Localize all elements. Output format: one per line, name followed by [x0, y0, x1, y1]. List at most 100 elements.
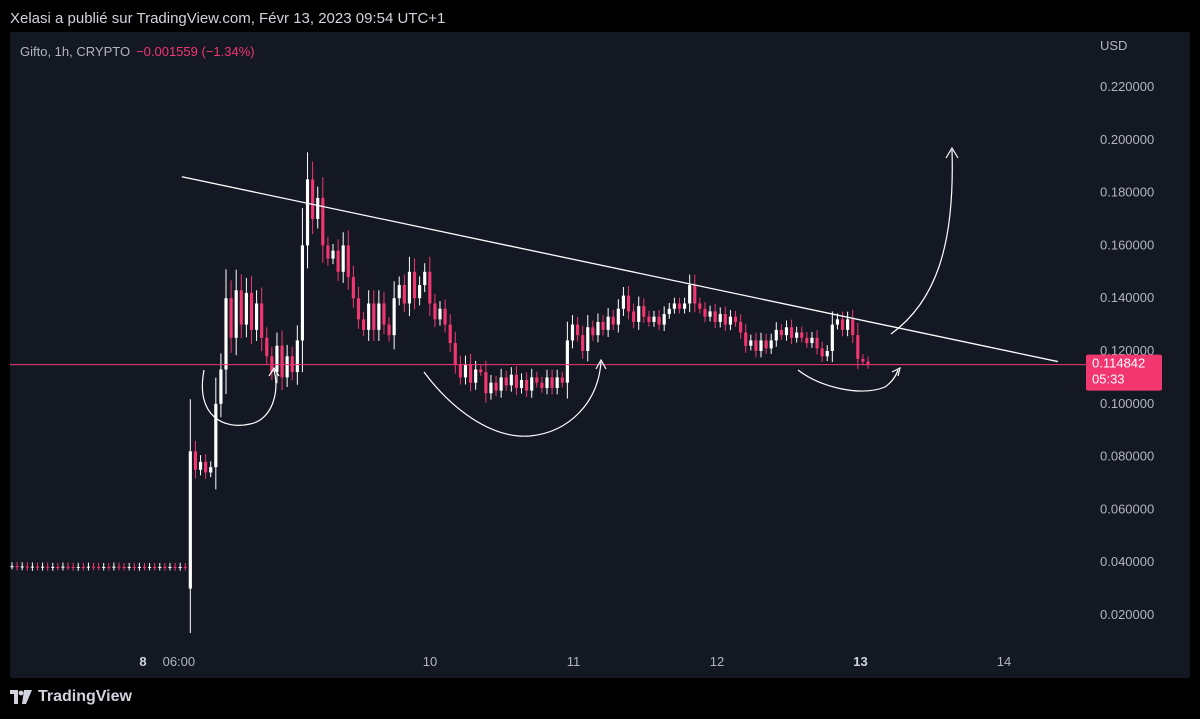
candle-body [484, 372, 488, 394]
time-tick-label: 13 [853, 654, 867, 669]
candle-body [504, 377, 508, 386]
candle-body [555, 377, 559, 388]
candle-body [662, 314, 666, 325]
candle-body [749, 340, 753, 346]
candle-body [102, 566, 106, 568]
candle-body [657, 316, 661, 325]
candle-body [76, 566, 80, 568]
candle-body [204, 461, 208, 473]
candle-body [158, 566, 162, 568]
candle-body [499, 377, 503, 391]
candle-body [718, 314, 722, 322]
candle-body [285, 356, 289, 378]
footer-brand[interactable]: TradingView [10, 688, 132, 706]
arc-arrow-3 [797, 369, 899, 392]
candle-body [632, 311, 636, 322]
candle-body [846, 319, 850, 330]
candle-body [703, 308, 707, 317]
candle-body [693, 285, 697, 304]
candle-body [830, 324, 834, 351]
candle-body [71, 566, 75, 568]
candle-body [117, 566, 121, 568]
candle-body [198, 461, 203, 470]
time-tick-label: 06:00 [163, 654, 196, 669]
candle-body [433, 303, 437, 320]
candle-body [305, 179, 310, 246]
candle-body [586, 327, 590, 351]
price-tick-label: 0.200000 [1100, 132, 1154, 147]
candle-body [637, 306, 641, 322]
candle-body [530, 377, 534, 391]
candle-body [97, 566, 101, 568]
candle-body [453, 343, 457, 365]
annotations-group [10, 146, 1086, 437]
candle-body [356, 298, 361, 320]
price-chart[interactable]: 0.020000 0.040000 0.060000 0.080000 0.100000… [10, 32, 1190, 678]
price-tick-label: 0.040000 [1100, 554, 1154, 569]
candle-body [438, 308, 442, 320]
price-axis[interactable]: 0.020000 0.040000 0.060000 0.080000 0.100000… [1100, 79, 1154, 622]
candle-body [458, 364, 462, 378]
candle-body [474, 369, 478, 383]
chart-panel[interactable]: 0.020000 0.040000 0.060000 0.080000 0.100000… [10, 32, 1190, 678]
candle-body [820, 348, 824, 357]
candle-body [46, 566, 50, 568]
candle-body [351, 277, 355, 299]
candle-body [514, 374, 519, 388]
candle-body [361, 319, 366, 330]
candle-body [51, 566, 55, 568]
candle-body [423, 271, 427, 285]
arc-arrow-2 [423, 361, 602, 437]
candle-body [137, 566, 141, 568]
price-tick-label: 0.100000 [1100, 396, 1154, 411]
price-tick-label: 0.120000 [1100, 343, 1154, 358]
candle-body [407, 271, 412, 304]
candle-body [754, 340, 758, 351]
candle-body [596, 321, 600, 336]
candle-body [20, 566, 24, 568]
candle-body [688, 285, 692, 304]
time-tick-label: 10 [423, 654, 437, 669]
candle-body [723, 314, 727, 325]
time-axis[interactable]: 8 06:00 10 11 12 13 14 [139, 654, 1011, 669]
currency-label: USD [1100, 38, 1127, 53]
arrow-head-4 [945, 146, 959, 159]
candle-body [402, 285, 406, 304]
candle-body [300, 245, 305, 341]
candle-body [132, 566, 136, 568]
candle-body [800, 332, 804, 338]
candle-body [428, 271, 432, 304]
candle-body [142, 566, 147, 568]
candle-body [642, 306, 646, 317]
candle-body [606, 316, 610, 330]
candle-body [66, 566, 70, 568]
candles-group [10, 152, 870, 633]
candle-body [815, 337, 819, 349]
candle-body [570, 324, 575, 341]
candle-body [525, 380, 529, 391]
candle-body [188, 451, 192, 589]
candle-body [35, 566, 40, 568]
candle-body [418, 285, 422, 299]
candle-body [591, 327, 595, 336]
candle-body [851, 319, 855, 336]
candle-body [209, 467, 213, 473]
bar-countdown: 05:33 [1092, 372, 1125, 387]
candle-body [535, 377, 539, 383]
price-tick-label: 0.020000 [1100, 607, 1154, 622]
candle-body [479, 369, 483, 373]
candle-body [795, 332, 799, 338]
candle-body [56, 566, 60, 568]
candle-body [107, 566, 111, 568]
candle-body [224, 298, 228, 370]
candle-body [147, 566, 152, 568]
candle-body [112, 566, 116, 568]
price-tick-label: 0.160000 [1100, 237, 1154, 252]
candle-body [652, 316, 656, 322]
candle-body [621, 295, 626, 309]
candle-body [326, 245, 330, 259]
candle-body [774, 329, 778, 341]
candle-body [626, 295, 631, 312]
candle-body [733, 316, 738, 322]
arrow-head-1 [268, 366, 280, 377]
